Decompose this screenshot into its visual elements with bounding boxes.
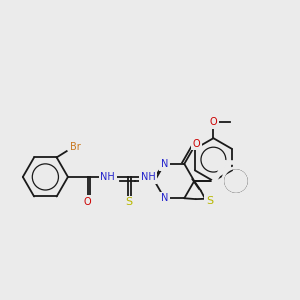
Text: O: O — [192, 139, 200, 148]
Text: S: S — [206, 196, 213, 206]
Text: Br: Br — [70, 142, 81, 152]
Text: NH: NH — [100, 172, 115, 182]
Text: N: N — [161, 193, 168, 203]
Text: N: N — [161, 159, 168, 169]
Text: S: S — [125, 197, 132, 207]
Text: O: O — [84, 197, 92, 207]
Text: NH: NH — [141, 172, 156, 182]
Text: O: O — [210, 117, 217, 127]
